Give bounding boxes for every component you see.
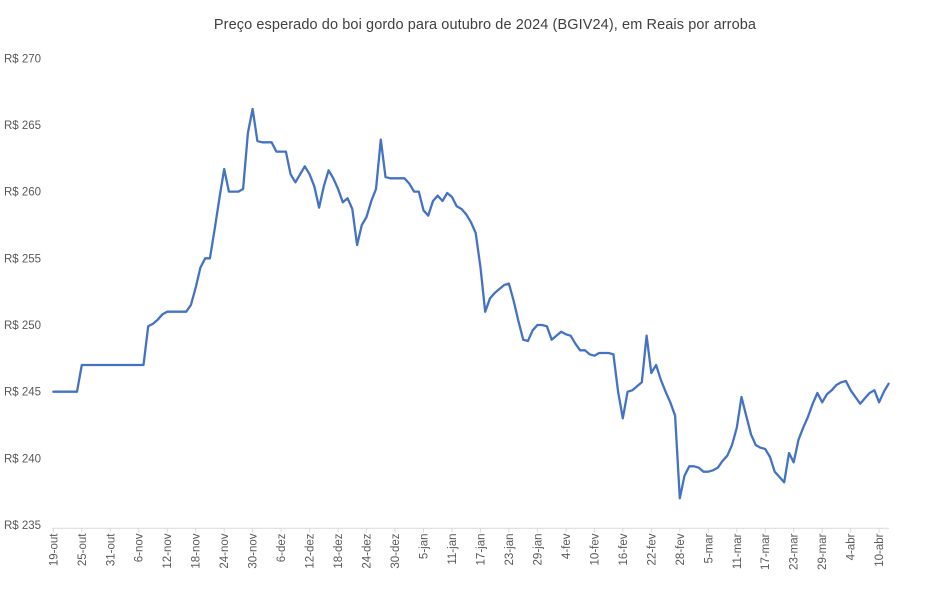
price-line	[52, 107, 890, 500]
x-axis-label: 19-out	[48, 533, 60, 566]
x-axis-label: 30-nov	[248, 533, 260, 568]
x-axis-label: 16-fev	[618, 533, 630, 565]
x-axis-label: 30-dez	[390, 533, 402, 568]
y-axis-label: R$ 235	[4, 520, 41, 532]
x-axis-label: 4-fev	[561, 533, 573, 559]
y-axis-label: R$ 265	[4, 120, 41, 132]
y-axis-label: R$ 240	[4, 453, 41, 465]
x-axis-label: 5-mar	[703, 533, 715, 563]
y-axis-label: R$ 250	[4, 320, 41, 332]
x-axis-label: 22-fev	[646, 533, 658, 565]
x-axis-label: 17-jan	[476, 534, 488, 566]
x-axis-label: 5-jan	[419, 534, 431, 560]
x-axis-label: 17-mar	[760, 533, 772, 570]
y-axis-label: R$ 270	[4, 53, 41, 65]
y-axis-label: R$ 245	[4, 387, 41, 399]
x-axis-label: 18-nov	[191, 533, 203, 568]
x-axis-label: 29-jan	[532, 534, 544, 566]
x-axis-label: 12-nov	[162, 533, 174, 568]
x-axis-label: 10-abr	[874, 533, 886, 566]
x-axis-label: 24-nov	[219, 533, 231, 568]
x-axis-label: 18-dez	[333, 533, 345, 568]
y-axis-label: R$ 255	[4, 253, 41, 265]
y-axis-label: R$ 260	[4, 187, 41, 199]
x-axis-label: 6-nov	[134, 533, 146, 562]
x-axis-label: 23-mar	[789, 533, 801, 570]
x-axis-label: 11-jan	[447, 534, 459, 565]
chart-title: Preço esperado do boi gordo para outubro…	[213, 17, 757, 33]
x-axis-label: 10-fev	[589, 533, 601, 565]
x-axis-label: 24-dez	[362, 533, 374, 568]
x-axis-label: 29-mar	[817, 533, 829, 570]
x-axis-label: 4-abr	[846, 533, 858, 560]
x-axis-label: 12-dez	[305, 533, 317, 568]
x-axis-label: 31-out	[105, 533, 117, 566]
x-axis-label: 23-jan	[504, 534, 516, 566]
x-axis-label: 28-fev	[675, 533, 687, 565]
x-axis-label: 6-dez	[276, 533, 288, 562]
x-axis-label: 11-mar	[732, 533, 744, 569]
x-axis-label: 25-out	[77, 533, 89, 566]
